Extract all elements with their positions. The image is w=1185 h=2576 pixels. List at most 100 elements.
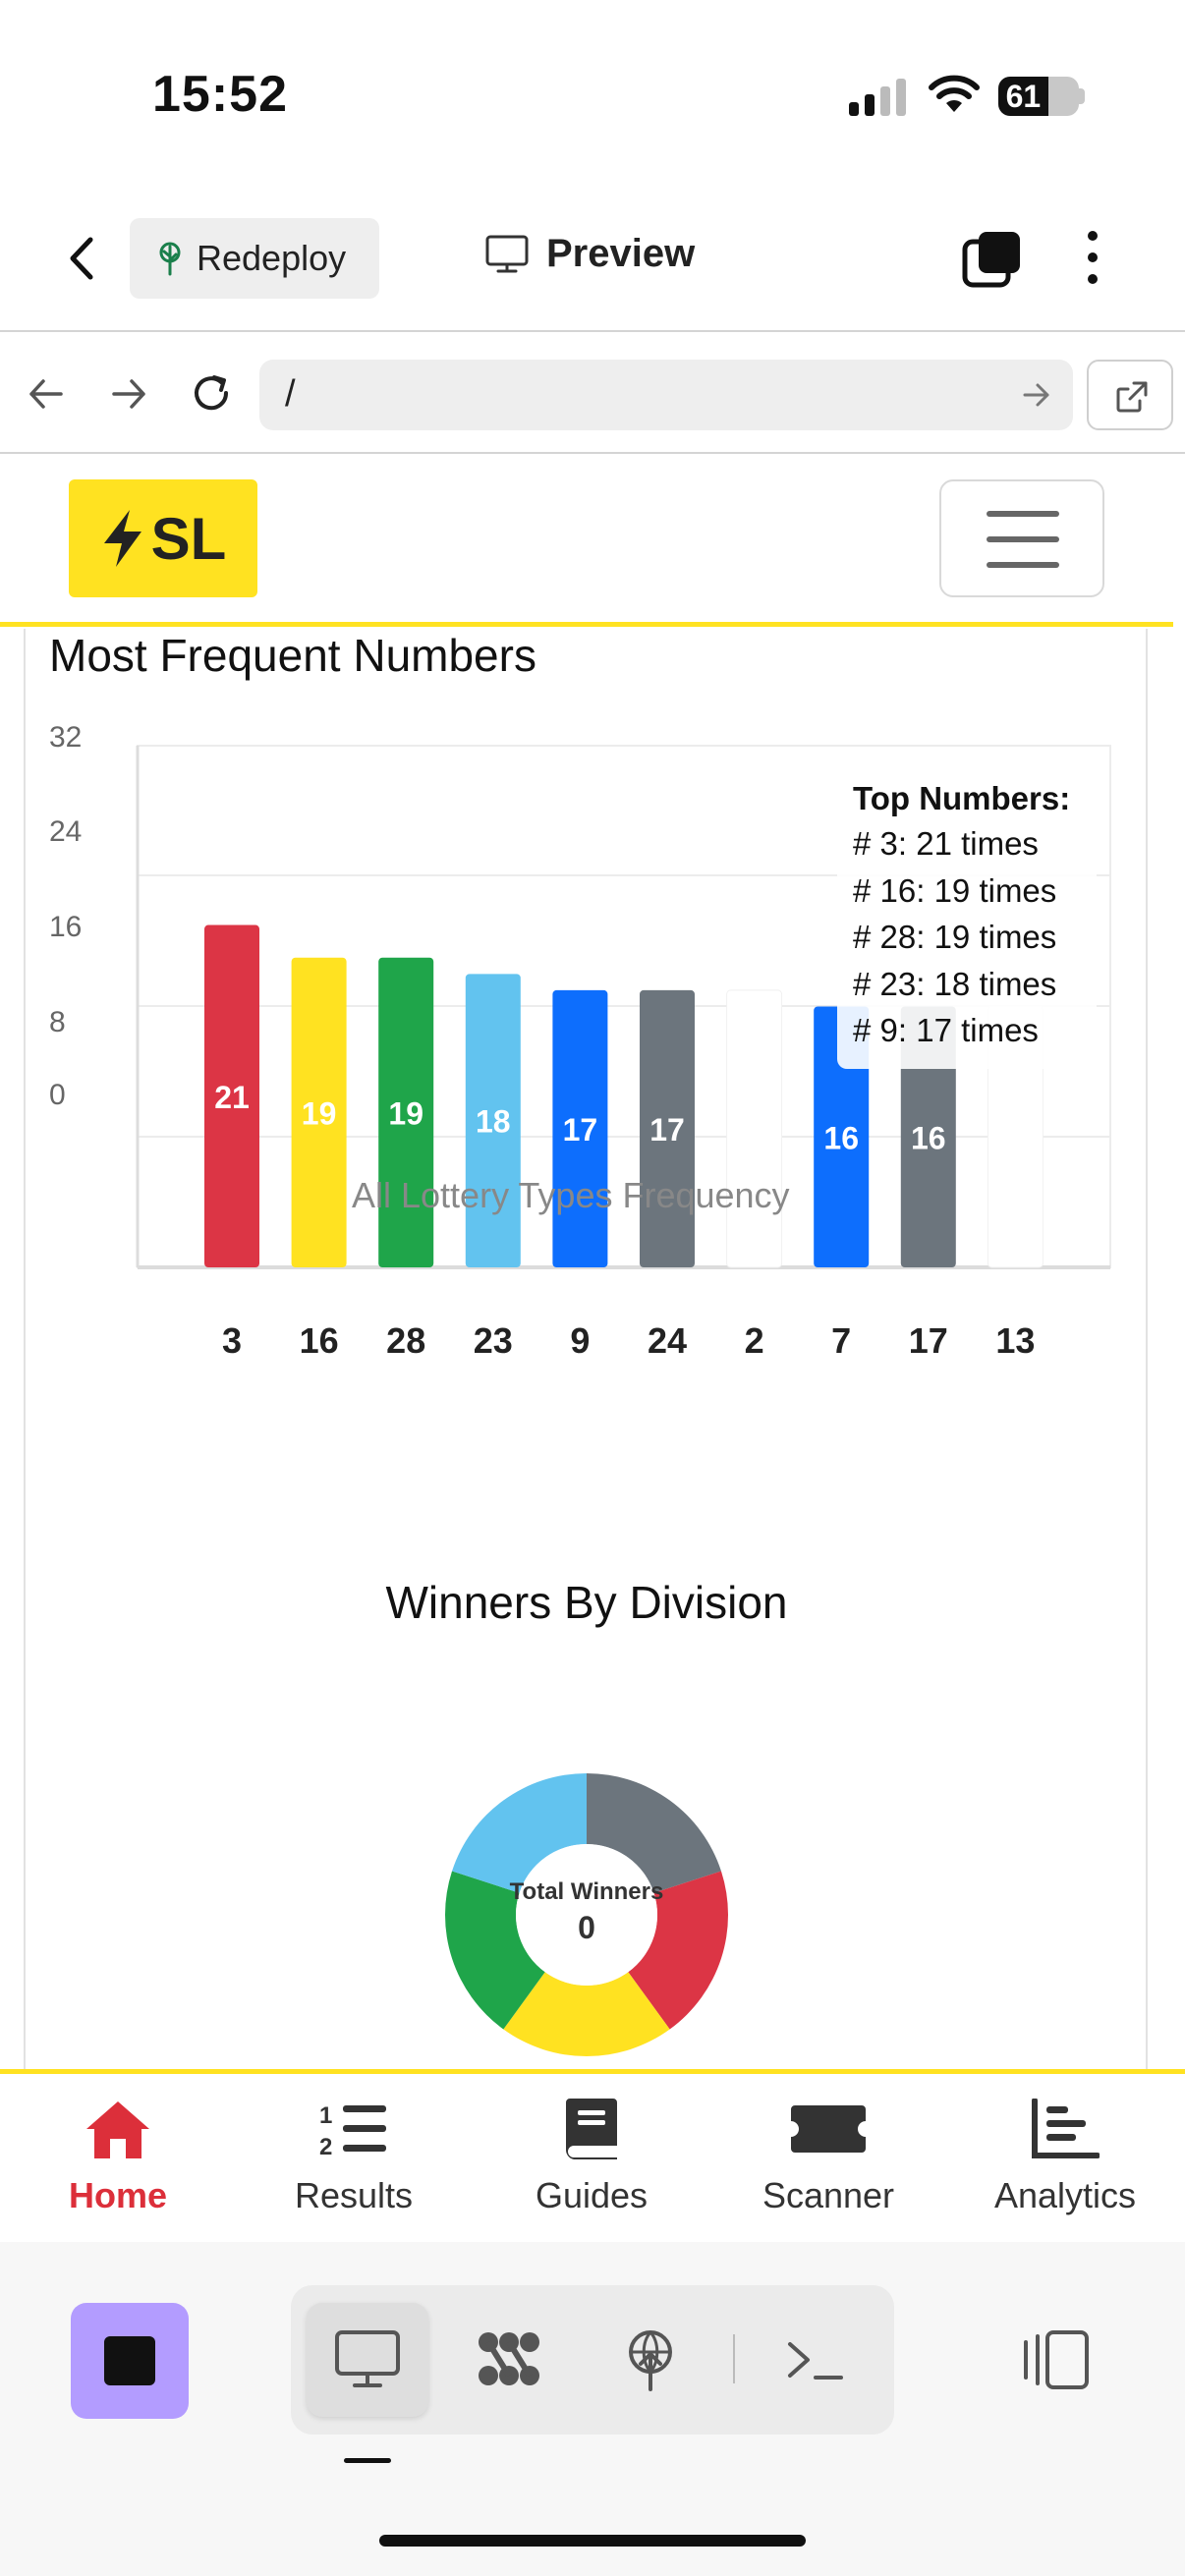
- bar: [291, 957, 347, 1267]
- bar: [552, 989, 608, 1267]
- y-tick-label: 24: [49, 815, 82, 848]
- ticket-icon: [791, 2105, 866, 2153]
- tooltip-line: # 3: 21 times: [853, 825, 1039, 862]
- bar: [378, 957, 434, 1267]
- menu-line: [987, 511, 1059, 517]
- more-options-icon[interactable]: [1081, 228, 1104, 287]
- x-tick-label: 2: [745, 1320, 764, 1361]
- nav-item-results[interactable]: 1 2 Results: [246, 2093, 462, 2230]
- nav-label: Guides: [535, 2175, 649, 2215]
- stop-icon: [104, 2336, 155, 2385]
- svg-text:2: 2: [319, 2134, 332, 2158]
- chart-tooltip: Top Numbers: # 3: 21 times # 16: 19 time…: [837, 764, 1097, 1069]
- nav-item-scanner[interactable]: Scanner: [720, 2093, 936, 2230]
- donut-slice: [452, 1773, 587, 1893]
- site-logo[interactable]: SL: [69, 479, 257, 597]
- monitor-icon: [485, 235, 529, 272]
- bar-value-label: 21: [214, 1080, 250, 1115]
- preview-tab[interactable]: Preview: [485, 232, 695, 276]
- bar: [465, 974, 521, 1267]
- y-tick-label: 32: [49, 721, 82, 754]
- bar-value-label: 17: [649, 1112, 685, 1148]
- svg-text:1: 1: [319, 2102, 332, 2129]
- lightning-icon: [103, 510, 141, 567]
- x-tick-label: 24: [648, 1320, 687, 1361]
- nav-label: Results: [294, 2175, 414, 2215]
- reload-icon[interactable]: [189, 371, 234, 417]
- nav-label: Analytics: [993, 2175, 1137, 2215]
- bar-chart-icon: [1032, 2099, 1100, 2158]
- tabs-icon[interactable]: [961, 228, 1024, 291]
- bar-chart: 32 24 16 8 0 21 3 19 16 19 28 18 23 17 9 17 24 2 16 7 16 17 13: [49, 721, 1111, 1361]
- x-tick-label: 13: [995, 1320, 1035, 1361]
- monitor-icon: [335, 2330, 400, 2387]
- menu-line: [987, 536, 1059, 542]
- nav-item-analytics[interactable]: Analytics: [957, 2093, 1173, 2230]
- tooltip-line: # 23: 18 times: [853, 966, 1057, 1002]
- x-tick-label: 17: [909, 1320, 948, 1361]
- menu-line: [987, 562, 1059, 568]
- bar-value-label: 16: [823, 1120, 859, 1155]
- bar-value-label: 16: [911, 1120, 946, 1155]
- nav-label: Scanner: [762, 2175, 895, 2215]
- tooltip-line: # 9: 17 times: [853, 1012, 1039, 1048]
- donut-slice: [587, 1773, 721, 1893]
- open-external-button[interactable]: [1087, 360, 1173, 430]
- wifi-icon: [929, 75, 980, 112]
- bar: [814, 1006, 870, 1267]
- x-tick-label: 16: [300, 1320, 339, 1361]
- section-title: Most Frequent Numbers: [49, 630, 536, 681]
- bottom-navigation: [0, 2069, 1185, 2240]
- donut-slice: [503, 1972, 670, 2056]
- donut-slice: [445, 1871, 545, 2030]
- external-link-icon: [1116, 381, 1148, 413]
- x-tick-label: 7: [831, 1320, 851, 1361]
- bar: [726, 989, 783, 1268]
- y-tick-label: 0: [49, 1079, 66, 1111]
- nav-item-guides[interactable]: Guides: [483, 2093, 700, 2230]
- bar-value-label: 18: [476, 1104, 511, 1140]
- terminal-icon[interactable]: [782, 2328, 851, 2391]
- workflow-icon[interactable]: [475, 2328, 543, 2391]
- tooltip-title: Top Numbers:: [853, 780, 1071, 816]
- x-tick-label: 9: [570, 1320, 590, 1361]
- side-panel-icon[interactable]: [1018, 2328, 1091, 2391]
- divider: [733, 2334, 735, 2383]
- y-tick-label: 16: [49, 911, 82, 943]
- tooltip-line: # 28: 19 times: [853, 919, 1057, 955]
- back-chevron-icon[interactable]: [59, 234, 108, 283]
- go-arrow-icon[interactable]: [1022, 381, 1051, 409]
- arrow-right-icon[interactable]: [106, 371, 151, 417]
- nav-item-home[interactable]: Home: [10, 2093, 226, 2230]
- home-icon: [86, 2101, 149, 2158]
- nav-label: Home: [68, 2175, 168, 2215]
- donut-chart: [445, 1773, 728, 2056]
- preview-view-button[interactable]: [307, 2303, 428, 2417]
- arrow-left-icon[interactable]: [24, 371, 69, 417]
- tooltip-line: # 16: 19 times: [853, 872, 1057, 909]
- pie-chart-title: Winners By Division: [385, 1577, 788, 1628]
- redeploy-button[interactable]: Redeploy: [130, 218, 379, 299]
- chart-legend: All Lottery Types Frequency: [352, 1175, 790, 1215]
- bar: [640, 989, 695, 1267]
- y-tick-label: 8: [49, 1006, 66, 1038]
- hamburger-menu-button[interactable]: [939, 479, 1104, 597]
- deploy-icon[interactable]: [616, 2328, 685, 2391]
- donut-center-label: Total Winners: [509, 1878, 664, 1905]
- preview-label: Preview: [546, 232, 696, 275]
- x-tick-label: 28: [386, 1320, 425, 1361]
- logo-text: SL: [150, 505, 227, 572]
- bar: [900, 1006, 956, 1267]
- battery-cap: [1079, 88, 1085, 104]
- bar-value-label: 19: [388, 1095, 423, 1131]
- stop-button[interactable]: [71, 2303, 189, 2419]
- cellular-signal-icon: [849, 79, 908, 116]
- home-indicator[interactable]: [379, 2535, 806, 2547]
- url-input[interactable]: /: [259, 360, 1073, 430]
- status-time: 15:52: [152, 66, 288, 123]
- tree-icon: [159, 242, 181, 276]
- battery-level: 61: [1005, 79, 1042, 114]
- battery-icon: 61: [998, 77, 1079, 116]
- book-icon: [565, 2099, 617, 2159]
- url-toolbar: [0, 334, 1185, 454]
